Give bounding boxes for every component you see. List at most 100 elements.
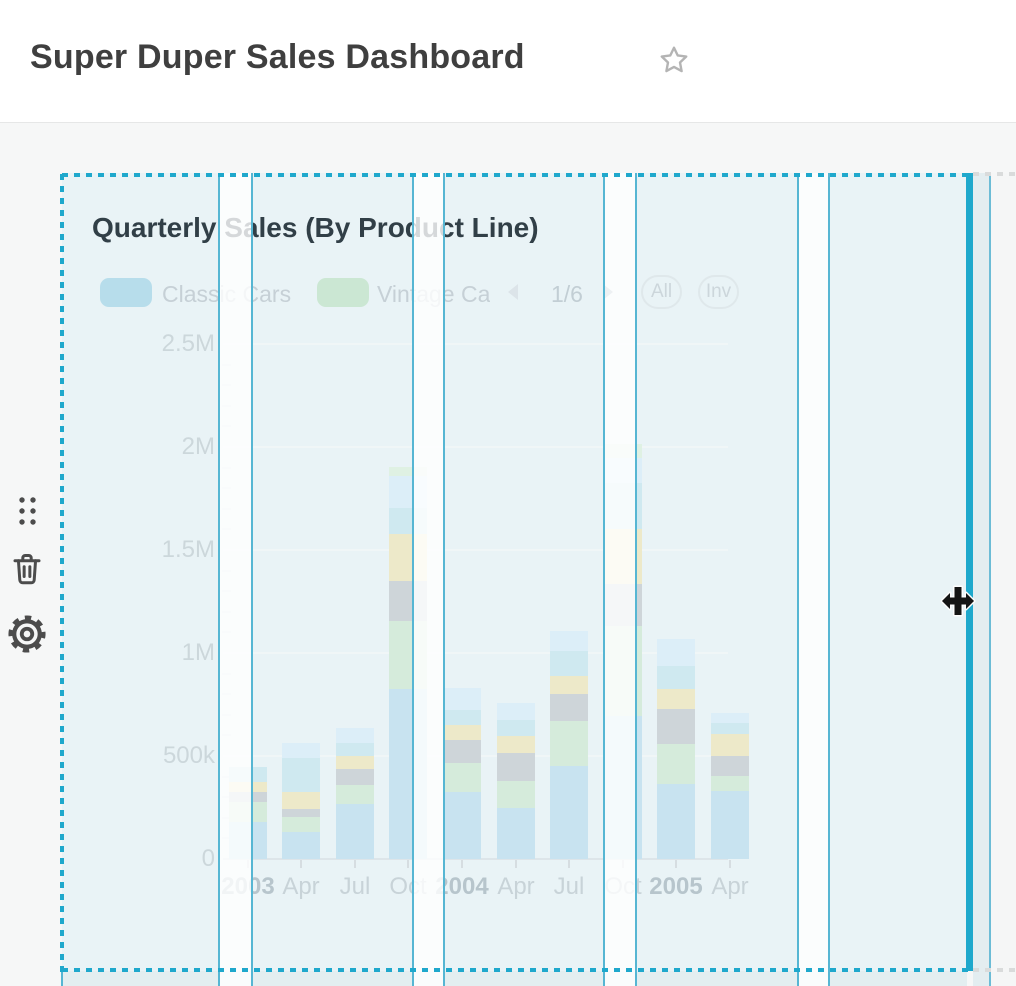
bar-segment (711, 756, 749, 776)
bar-segment (443, 688, 481, 711)
y-axis-label: 1M (181, 639, 215, 666)
y-axis-label: 500k (162, 742, 215, 769)
gridline (223, 343, 728, 345)
x-axis-tick (354, 860, 356, 868)
grid-right-margin (991, 173, 1016, 986)
x-axis-tick (675, 860, 677, 868)
bar-segment (443, 792, 481, 859)
bar-segment (657, 689, 695, 710)
selection-border-left[interactable] (60, 173, 64, 972)
delete-widget-button[interactable] (9, 551, 45, 592)
legend-select-all-button[interactable]: All (641, 275, 682, 309)
bar-segment (497, 703, 535, 721)
bar-segment (282, 743, 320, 759)
x-axis-line (223, 858, 728, 860)
x-axis-tick (300, 860, 302, 868)
x-axis-tick (729, 860, 731, 868)
grid-gutter (797, 173, 830, 986)
page-header: Super Duper Sales Dashboard (0, 0, 1016, 122)
placeholder-border-top (973, 172, 1016, 176)
x-axis-label: 2005 (649, 873, 703, 900)
legend-prev-button[interactable] (503, 280, 527, 309)
x-axis-label: Apr (711, 873, 749, 900)
widget-settings-button[interactable] (6, 613, 48, 660)
y-axis-label: 2M (181, 433, 215, 460)
bar-segment (497, 780, 535, 808)
bar-segment (550, 631, 588, 652)
bar-segment (711, 712, 749, 724)
bar-segment (336, 803, 374, 859)
favorite-star-icon[interactable] (658, 44, 690, 81)
y-axis-label: 1.5M (161, 536, 215, 563)
selection-border-right[interactable] (966, 173, 973, 971)
y-axis-label: 2.5M (161, 330, 215, 357)
bar-segment (657, 744, 695, 784)
bar-segment (657, 638, 695, 666)
y-axis-label: 0 (201, 845, 215, 872)
bar-segment (550, 651, 588, 677)
bar-segment (550, 694, 588, 722)
bar-segment (497, 807, 535, 859)
x-axis-label: Jul (553, 873, 585, 900)
grid-gutter (218, 173, 253, 986)
bar-segment (282, 791, 320, 809)
gridline (223, 446, 728, 448)
bar-segment (497, 720, 535, 736)
placeholder-border-bottom (973, 968, 1016, 972)
bar-segment (336, 743, 374, 756)
grid-below-widget (62, 971, 967, 986)
page-title: Super Duper Sales Dashboard (30, 38, 525, 76)
bar-segment (497, 752, 535, 781)
bar-segment (711, 775, 749, 791)
bar-segment (443, 725, 481, 741)
legend-swatch-0[interactable] (100, 278, 152, 307)
bar-segment (443, 763, 481, 793)
bar-segment (336, 756, 374, 769)
bar-segment (443, 740, 481, 764)
x-axis-label: Apr (282, 873, 320, 900)
legend-swatch-1[interactable] (317, 278, 369, 307)
grid-column-line (61, 971, 63, 986)
bar-segment (711, 733, 749, 756)
gridline (223, 652, 728, 654)
x-axis-tick (568, 860, 570, 868)
bar-segment (336, 727, 374, 743)
x-axis-label: Jul (339, 873, 371, 900)
x-axis-tick (461, 860, 463, 868)
header-divider (0, 122, 1016, 123)
bar-segment (550, 766, 588, 859)
bar-segment (336, 768, 374, 786)
grid-column-right (973, 173, 989, 986)
bar-segment (282, 832, 320, 859)
bar-segment (711, 791, 749, 859)
bar-segment (282, 816, 320, 832)
bar-segment (282, 758, 320, 792)
selection-border-top[interactable] (62, 173, 968, 177)
legend-invert-button[interactable]: Inv (698, 275, 739, 309)
bar-segment (336, 785, 374, 804)
bar-segment (497, 735, 535, 753)
chart-title: Quarterly Sales (By Product Line) (92, 212, 539, 243)
x-axis-tick (407, 860, 409, 868)
grid-gutter (603, 173, 637, 986)
bar-segment (443, 710, 481, 726)
grid-column-line (989, 173, 991, 986)
selection-border-bottom[interactable] (62, 968, 968, 972)
x-axis-tick (515, 860, 517, 868)
grid-gutter (412, 173, 445, 986)
bar-segment (711, 723, 749, 734)
bar-segment (282, 808, 320, 817)
bar-segment (657, 709, 695, 745)
bar-segment (657, 665, 695, 690)
drag-handle-icon[interactable] (16, 494, 40, 533)
legend-page-indicator: 1/6 (551, 281, 583, 307)
bar-segment (550, 721, 588, 767)
gridline (223, 549, 728, 551)
move-cursor-icon (936, 579, 980, 628)
x-axis-label: Apr (497, 873, 535, 900)
bar-segment (657, 784, 695, 859)
bar-segment (389, 467, 427, 477)
bar-segment (550, 676, 588, 695)
